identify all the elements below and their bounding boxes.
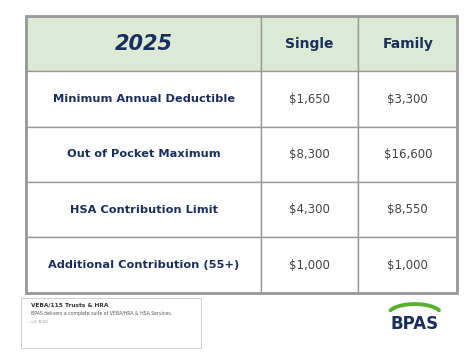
FancyBboxPatch shape <box>261 237 358 293</box>
Text: $8,550: $8,550 <box>387 203 428 216</box>
FancyBboxPatch shape <box>261 182 358 237</box>
Text: $1,000: $1,000 <box>387 259 428 272</box>
Text: BPAS: BPAS <box>391 315 439 333</box>
Text: Family: Family <box>383 37 433 51</box>
Text: $1,000: $1,000 <box>289 259 330 272</box>
FancyBboxPatch shape <box>26 237 261 293</box>
Text: Additional Contribution (55+): Additional Contribution (55+) <box>48 260 239 270</box>
FancyBboxPatch shape <box>261 16 358 71</box>
FancyBboxPatch shape <box>358 127 457 182</box>
Text: Minimum Annual Deductible: Minimum Annual Deductible <box>53 94 235 104</box>
Text: $8,300: $8,300 <box>289 148 330 161</box>
Text: Single: Single <box>285 37 334 51</box>
Text: v3. 8/22: v3. 8/22 <box>31 320 48 324</box>
Text: HSA Contribution Limit: HSA Contribution Limit <box>70 205 218 215</box>
FancyBboxPatch shape <box>358 237 457 293</box>
FancyBboxPatch shape <box>261 127 358 182</box>
Text: BPAS delivers a complete suite of VEBA/HRA & HSA Services.: BPAS delivers a complete suite of VEBA/H… <box>31 311 172 316</box>
FancyBboxPatch shape <box>358 16 457 71</box>
FancyBboxPatch shape <box>26 182 261 237</box>
FancyBboxPatch shape <box>358 182 457 237</box>
Text: 2025: 2025 <box>115 34 173 54</box>
FancyBboxPatch shape <box>261 71 358 127</box>
Text: Out of Pocket Maximum: Out of Pocket Maximum <box>67 149 220 159</box>
FancyBboxPatch shape <box>26 127 261 182</box>
Text: VEBA/115 Trusts & HRA: VEBA/115 Trusts & HRA <box>31 302 108 307</box>
FancyBboxPatch shape <box>358 71 457 127</box>
FancyBboxPatch shape <box>26 16 261 71</box>
FancyBboxPatch shape <box>26 71 261 127</box>
Text: $4,300: $4,300 <box>289 203 330 216</box>
Text: $1,650: $1,650 <box>289 93 330 105</box>
Text: $16,600: $16,600 <box>383 148 432 161</box>
Text: $3,300: $3,300 <box>387 93 428 105</box>
